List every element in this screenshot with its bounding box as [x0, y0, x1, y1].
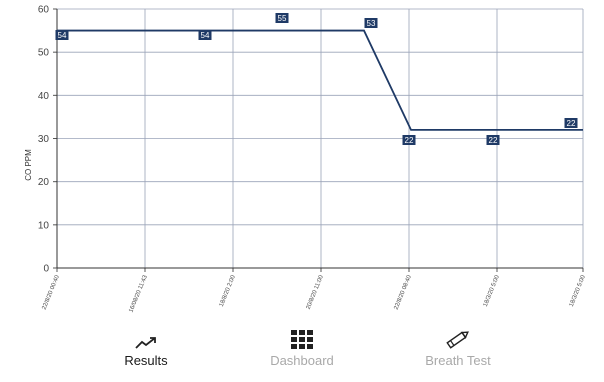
tab-breath-test-label: Breath Test [425, 353, 491, 368]
data-label: 22 [486, 135, 500, 145]
trending-up-icon [135, 326, 157, 350]
x-tick-label: 18/8/20 2:00 [219, 274, 237, 308]
y-tick-label: 60 [38, 5, 50, 16]
data-label-text: 22 [489, 136, 498, 145]
data-label-box [275, 13, 289, 23]
data-label: 22 [402, 135, 416, 145]
data-label: 54 [198, 30, 212, 40]
data-label-text: 54 [201, 31, 210, 40]
y-tick-label: 0 [43, 264, 49, 275]
data-label-box [55, 30, 69, 40]
x-tick-label: 22/8/20 08:40 [394, 274, 414, 311]
tab-breath-test[interactable]: Breath Test [393, 326, 523, 382]
data-label-text: 55 [278, 14, 287, 23]
y-tick-label: 50 [38, 48, 50, 59]
data-label: 55 [275, 13, 289, 23]
tab-results-label: Results [124, 353, 168, 368]
pencil-icon [445, 326, 471, 350]
co-ppm-line-chart: CO PPM 0 10 20 30 40 50 60 22/8/20 00:40 16/08/… [24, 5, 587, 314]
x-tick-label: 22/8/20 00:40 [42, 274, 62, 311]
series-line [57, 29, 583, 131]
y-tick-label: 20 [38, 177, 50, 188]
data-label: 53 [364, 18, 378, 28]
data-label-box [364, 18, 378, 28]
x-tick-label: 18/3/20 5:00 [483, 274, 501, 308]
y-axis-label: CO PPM [24, 149, 33, 181]
y-tick-label: 30 [38, 134, 50, 145]
data-label-text: 54 [58, 31, 67, 40]
tab-results[interactable]: Results [81, 326, 211, 382]
data-label-text: 22 [405, 136, 414, 145]
data-label-box [564, 118, 578, 128]
x-tick-label: 18/3/20 5:00 [569, 274, 587, 308]
data-label: 22 [564, 118, 578, 128]
x-tick-label: 16/08/20 11:43 [128, 274, 149, 314]
tab-dashboard-label: Dashboard [270, 353, 334, 368]
y-tick-label: 40 [38, 91, 50, 102]
data-label-box [402, 135, 416, 145]
data-label-text: 53 [367, 19, 376, 28]
grid-icon [291, 326, 313, 350]
x-tick-label: 20/8/20 11:00 [306, 274, 325, 310]
data-label-text: 22 [567, 119, 576, 128]
tab-dashboard[interactable]: Dashboard [237, 326, 367, 382]
data-label: 54 [55, 30, 69, 40]
data-label-box [198, 30, 212, 40]
y-tick-label: 10 [38, 220, 50, 231]
data-label-box [486, 135, 500, 145]
bottom-tab-bar: Results Dashboard Breath Test [0, 326, 604, 382]
